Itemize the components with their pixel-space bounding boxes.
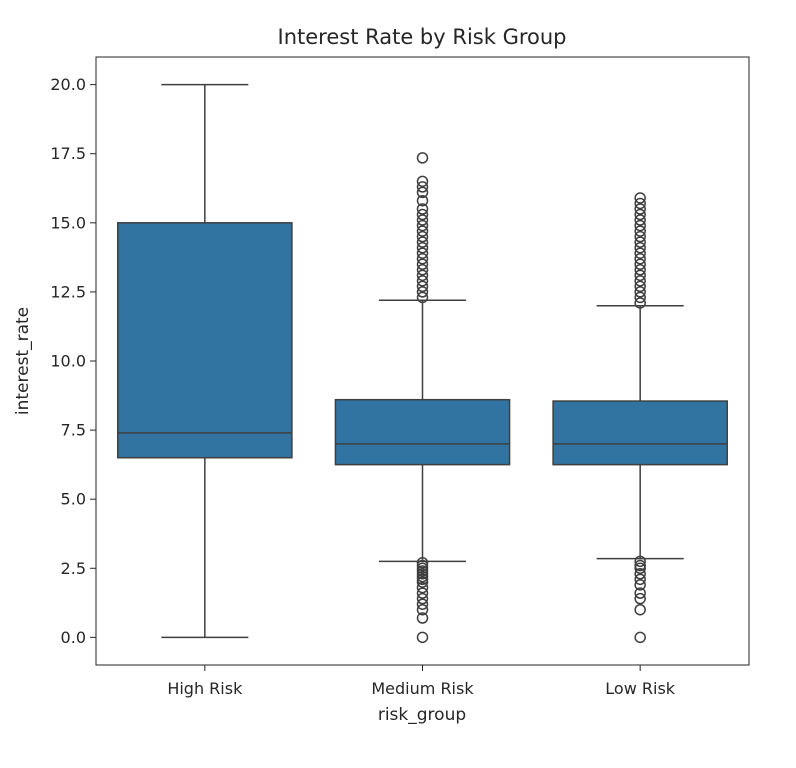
outlier-point — [634, 258, 646, 271]
outlier-point — [634, 559, 646, 572]
outlier-point — [634, 291, 646, 304]
iqr-box — [334, 398, 511, 466]
outlier-point — [416, 252, 429, 265]
outlier-point — [634, 197, 646, 210]
y-tick-label: 5.0 — [61, 490, 86, 509]
chart-title: Interest Rate by Risk Group — [278, 25, 567, 49]
x-axis: High Risk Medium Risk Low Risk — [167, 665, 676, 698]
outlier-point — [634, 247, 646, 259]
outlier-point — [634, 286, 646, 298]
outlier-point — [634, 555, 646, 568]
outlier-point — [416, 587, 429, 599]
outlier-point — [634, 631, 646, 644]
outlier-point — [634, 264, 646, 276]
outlier-point — [416, 603, 429, 616]
outlier-point — [634, 297, 646, 309]
outlier-point — [634, 269, 646, 282]
box-group-low-risk — [552, 192, 728, 644]
outlier-point — [416, 241, 429, 254]
iqr-box — [117, 222, 293, 459]
outlier-point — [416, 291, 429, 304]
outlier-point — [634, 241, 646, 254]
outlier-point — [634, 280, 646, 293]
outlier-point — [634, 603, 646, 616]
y-tick-label: 2.5 — [61, 559, 86, 578]
outlier-point — [416, 175, 429, 188]
outlier-point — [634, 568, 646, 580]
outlier-point — [416, 631, 429, 644]
outlier-point — [634, 592, 646, 605]
outlier-point — [634, 225, 646, 237]
outlier-point — [416, 208, 429, 221]
x-axis-label: risk_group — [378, 705, 466, 725]
outlier-point — [416, 264, 429, 276]
outlier-point — [634, 219, 646, 232]
outlier-point — [634, 192, 646, 204]
outlier-point — [416, 236, 429, 248]
outlier-point — [416, 286, 429, 298]
outlier-point — [634, 573, 646, 586]
outlier-point — [416, 598, 429, 610]
y-tick-label: 0.0 — [61, 628, 86, 647]
y-axis: 0.0 2.5 5.0 7.5 10.0 12.5 15.0 17.5 20.0 — [50, 75, 96, 647]
x-tick-label: High Risk — [167, 679, 243, 698]
outlier-point — [416, 258, 429, 271]
outlier-point — [634, 214, 646, 226]
outlier-point — [416, 194, 429, 207]
outlier-point — [634, 203, 646, 215]
outlier-point — [416, 152, 429, 164]
y-tick-label: 7.5 — [61, 421, 86, 440]
outlier-point — [416, 230, 429, 243]
outlier-point — [416, 280, 429, 293]
box-group-medium-risk — [334, 152, 511, 644]
outlier-point — [416, 214, 429, 226]
box-group-high-risk — [117, 83, 293, 639]
y-tick-label: 17.5 — [50, 144, 86, 163]
iqr-box — [552, 400, 728, 466]
plot-frame — [95, 56, 750, 666]
outlier-point — [634, 252, 646, 265]
outlier-point — [416, 186, 429, 199]
outlier-point — [416, 247, 429, 259]
outlier-point — [634, 230, 646, 243]
plot-area — [117, 83, 728, 644]
y-tick-label: 10.0 — [50, 352, 86, 371]
y-tick-label: 12.5 — [50, 282, 86, 301]
outlier-point — [416, 275, 429, 287]
outlier-point — [416, 612, 429, 624]
outlier-point — [634, 587, 646, 599]
x-tick-label: Medium Risk — [371, 679, 474, 698]
outlier-point — [634, 236, 646, 248]
x-tick-label: Low Risk — [605, 679, 675, 698]
outlier-point — [416, 556, 429, 569]
outlier-point — [416, 592, 429, 605]
outlier-point — [634, 275, 646, 287]
outlier-point — [416, 181, 429, 193]
y-tick-label: 15.0 — [50, 213, 86, 232]
outlier-point — [416, 269, 429, 282]
outlier-point — [416, 225, 429, 237]
outlier-point — [416, 219, 429, 232]
outlier-point — [416, 203, 429, 215]
outlier-point — [634, 579, 646, 591]
outlier-point — [416, 581, 429, 594]
outlier-point — [634, 208, 646, 221]
y-axis-label: interest_rate — [13, 307, 33, 415]
y-tick-label: 20.0 — [50, 75, 86, 94]
